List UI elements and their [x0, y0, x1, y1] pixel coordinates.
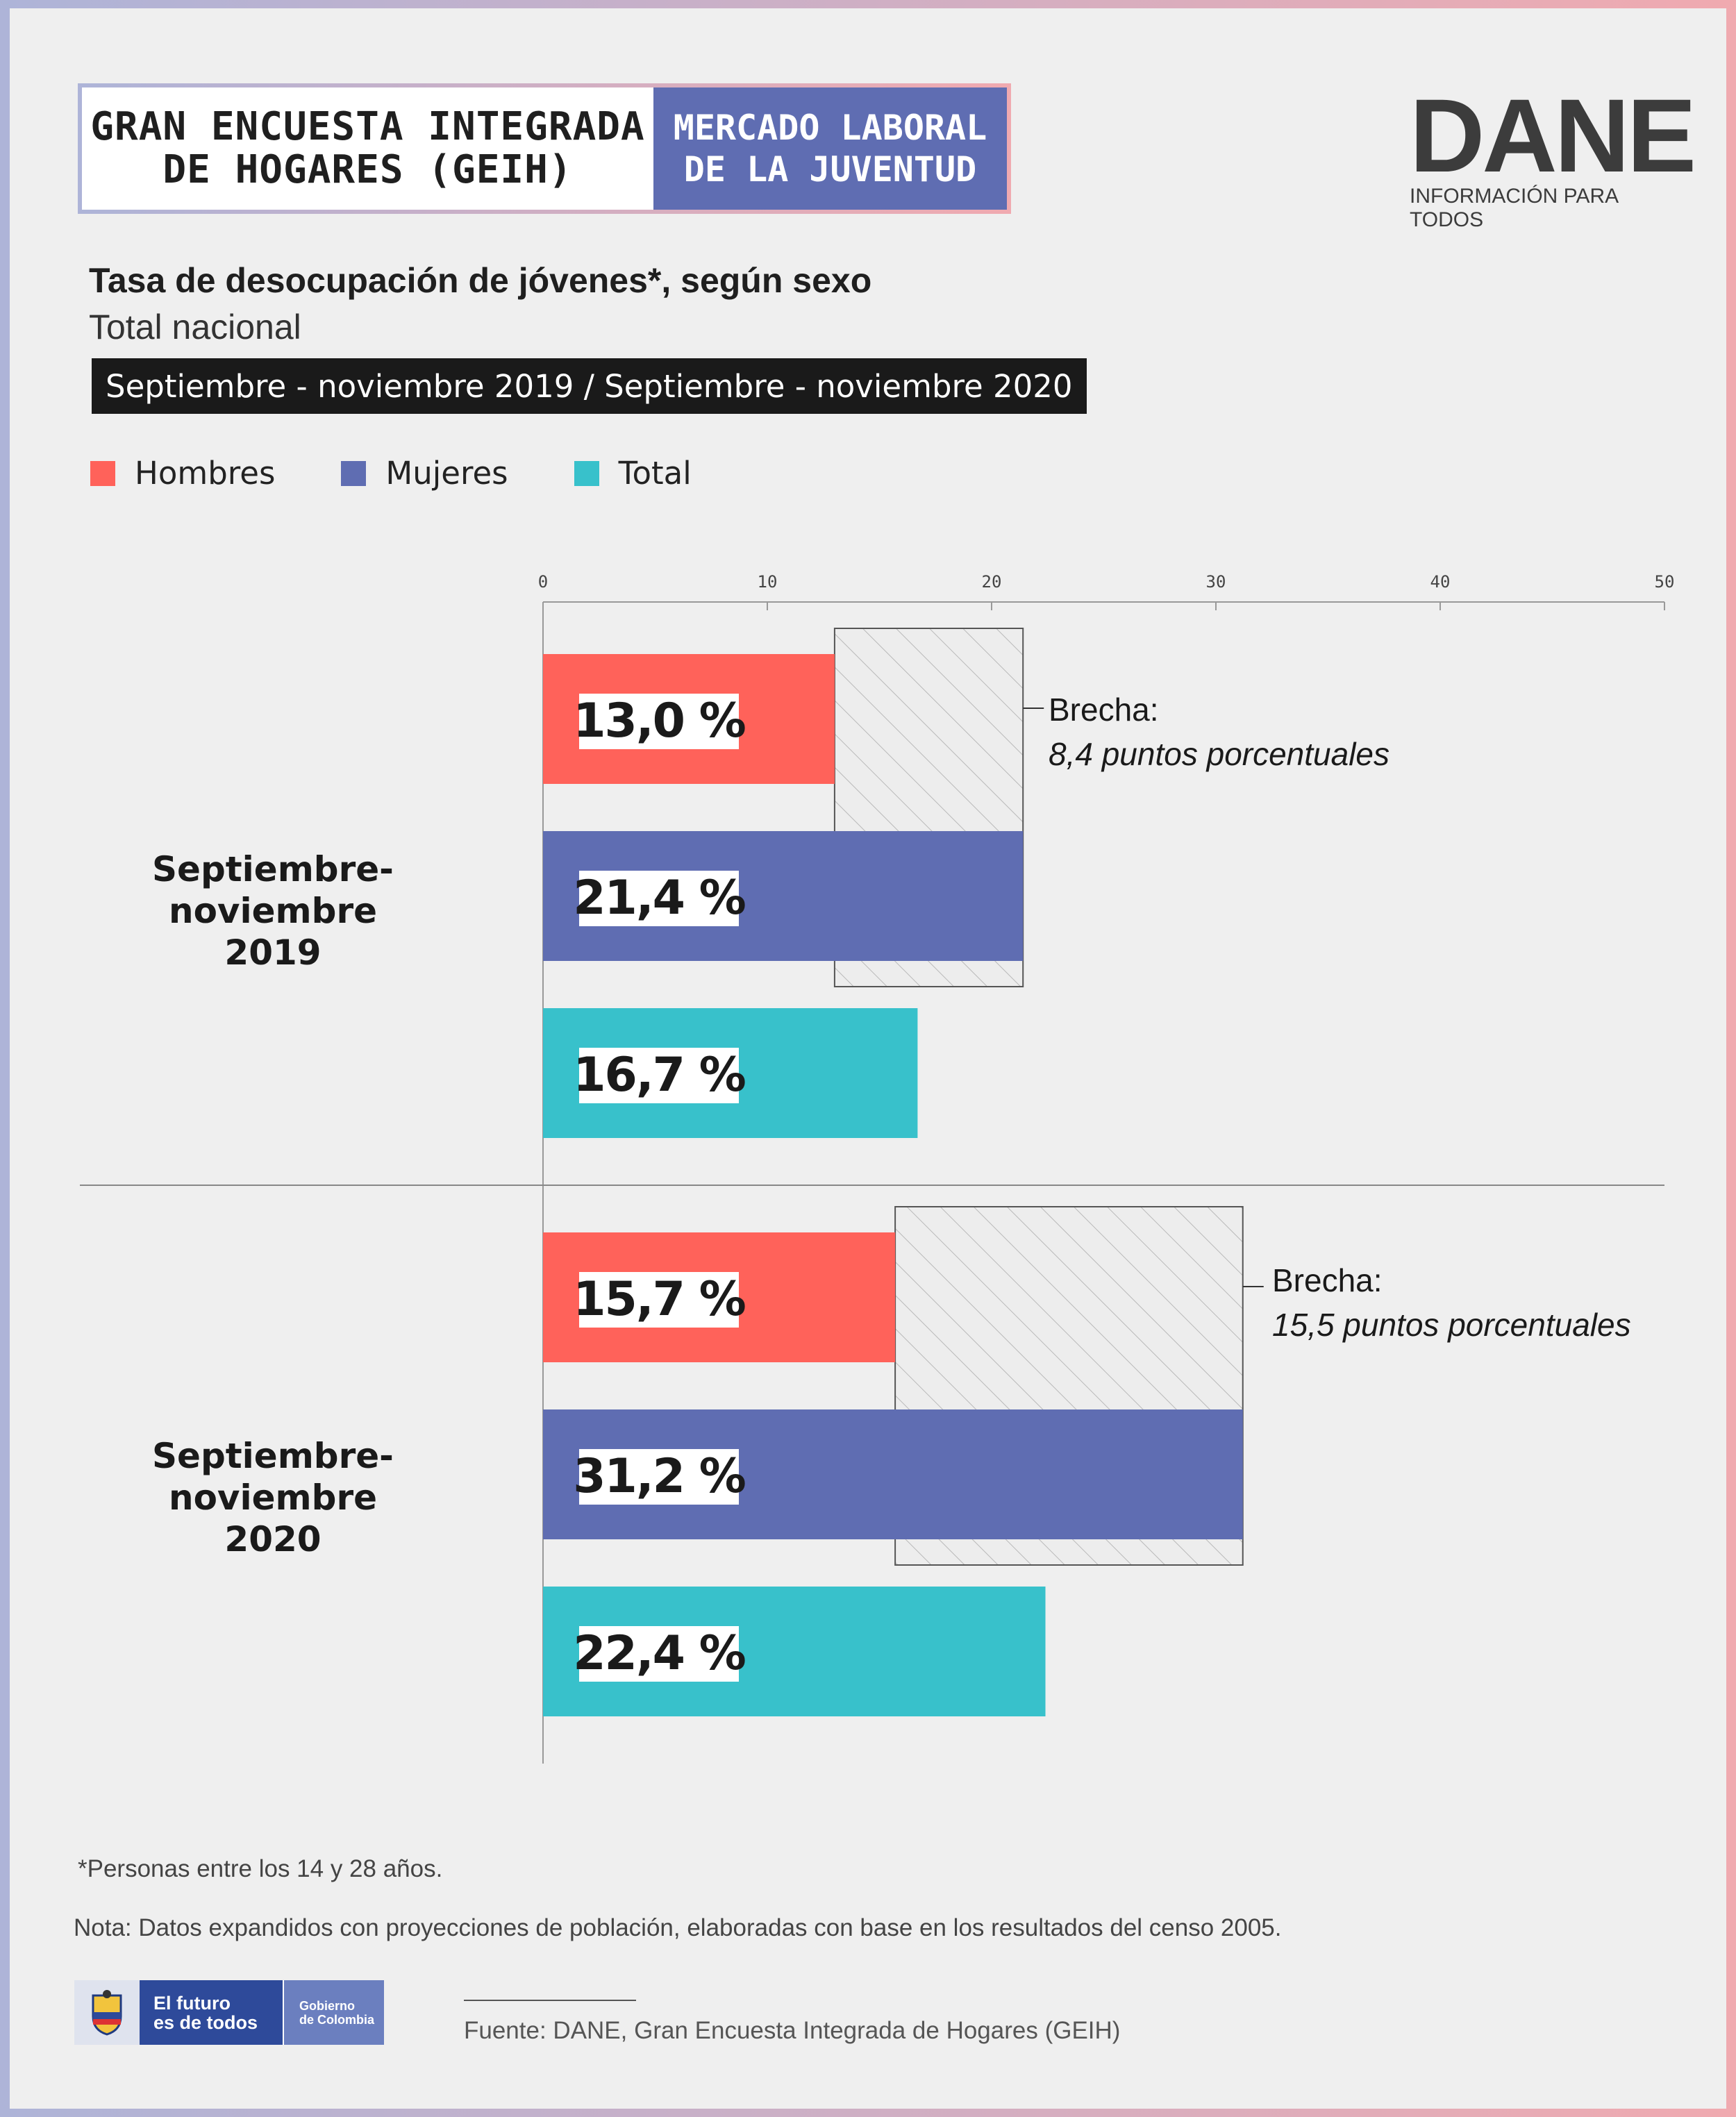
data-label-mujeres-1: 31,2 % [573, 1449, 745, 1504]
legend-swatch-hombres [90, 460, 115, 486]
group-label-2019-line2: 2019 [224, 932, 322, 973]
period-text: Septiembre - noviembre 2019 / Septiembre… [106, 367, 1073, 405]
legend-swatch-total [574, 460, 599, 486]
legend-swatch-mujeres [341, 460, 367, 486]
coat-of-arms-icon [74, 1980, 140, 2045]
government-logo: El futuro es de todos Gobierno de Colomb… [74, 1980, 384, 2045]
survey-name-line1: GRAN ENCUESTA INTEGRADA [90, 104, 645, 149]
footnote-method: Nota: Datos expandidos con proyecciones … [74, 1914, 1282, 1941]
period-badge: Septiembre - noviembre 2019 / Septiembre… [92, 358, 1087, 414]
gap-title-2019: Brecha: [1049, 692, 1159, 728]
chart-title: Tasa de desocupación de jóvenes*, según … [89, 261, 872, 300]
header-banner: GRAN ENCUESTA INTEGRADA DE HOGARES (GEIH… [78, 83, 1011, 214]
topic-line2: DE LA JUVENTUD [683, 149, 977, 190]
dane-logo: DANE INFORMACIÓN PARA TODOS [1410, 77, 1696, 232]
legend-label-total: Total [618, 455, 692, 492]
frame-right [1726, 0, 1736, 2117]
data-label-hombres-0: 13,0 % [573, 694, 745, 748]
gov-name: Gobierno de Colombia [283, 1980, 384, 2045]
x-tick-label-40: 40 [1430, 572, 1451, 592]
legend: Hombres Mujeres Total [90, 455, 758, 492]
source-text: Fuente: DANE, Gran Encuesta Integrada de… [464, 2017, 1121, 2044]
data-label-box-hombres-1 [579, 1272, 739, 1328]
data-label-box-mujeres-0 [579, 871, 739, 926]
legend-item-mujeres: Mujeres [341, 455, 508, 492]
logo-wordmark: DANE [1410, 77, 1696, 194]
survey-name-panel: GRAN ENCUESTA INTEGRADA DE HOGARES (GEIH… [82, 87, 653, 210]
x-tick-label-50: 50 [1655, 572, 1675, 592]
x-tick-label-0: 0 [538, 572, 548, 592]
footnote-age: *Personas entre los 14 y 28 años. [78, 1855, 443, 1882]
gov-name-line1: Gobierno [299, 1998, 355, 2013]
frame-top [0, 0, 1736, 8]
gap-title-2020: Brecha: [1272, 1262, 1383, 1298]
frame-left [0, 0, 10, 2117]
data-label-box-total-1 [579, 1626, 739, 1682]
group-label-2019: Septiembre-noviembre 2019 [65, 848, 481, 973]
gov-slogan-line2: es de todos [153, 2011, 258, 2033]
topic-line1: MERCADO LABORAL [673, 108, 987, 148]
legend-item-total: Total [574, 455, 692, 492]
gov-slogan: El futuro es de todos [140, 1980, 283, 2045]
logo-tagline: INFORMACIÓN PARA TODOS [1410, 185, 1618, 231]
data-label-box-total-0 [579, 1048, 739, 1103]
data-label-box-hombres-0 [579, 694, 739, 749]
x-tick-label-30: 30 [1206, 572, 1226, 592]
survey-name-line2: DE HOGARES (GEIH) [162, 147, 573, 192]
x-tick-label-20: 20 [982, 572, 1002, 592]
data-label-total-0: 16,7 % [573, 1048, 745, 1103]
gov-name-line2: de Colombia [299, 2012, 375, 2027]
data-label-mujeres-0: 21,4 % [573, 871, 745, 926]
data-label-box-mujeres-1 [579, 1449, 739, 1505]
topic-panel: MERCADO LABORAL DE LA JUVENTUD [653, 87, 1007, 210]
gov-slogan-line1: El futuro [153, 1992, 231, 2014]
legend-item-hombres: Hombres [90, 455, 275, 492]
chart-subtitle: Total nacional [89, 308, 301, 346]
data-label-total-1: 22,4 % [573, 1626, 745, 1681]
frame-bottom [0, 2109, 1736, 2117]
legend-label-hombres: Hombres [135, 455, 276, 492]
x-tick-label-10: 10 [758, 572, 778, 592]
gap-value-2020: 15,5 puntos porcentuales [1272, 1307, 1631, 1343]
group-label-2020-line1: Septiembre-noviembre [152, 1436, 394, 1518]
group-label-2020-line2: 2020 [224, 1519, 322, 1559]
group-label-2020: Septiembre-noviembre 2020 [65, 1435, 481, 1560]
legend-label-mujeres: Mujeres [385, 455, 508, 492]
gap-annotation-2020: Brecha: 15,5 puntos porcentuales [1272, 1258, 1631, 1347]
data-label-hombres-1: 15,7 % [573, 1272, 745, 1327]
gap-value-2019: 8,4 puntos porcentuales [1049, 736, 1390, 772]
group-label-2019-line1: Septiembre-noviembre [152, 849, 394, 931]
gap-annotation-2019: Brecha: 8,4 puntos porcentuales [1049, 687, 1389, 776]
source-divider [464, 2000, 636, 2001]
